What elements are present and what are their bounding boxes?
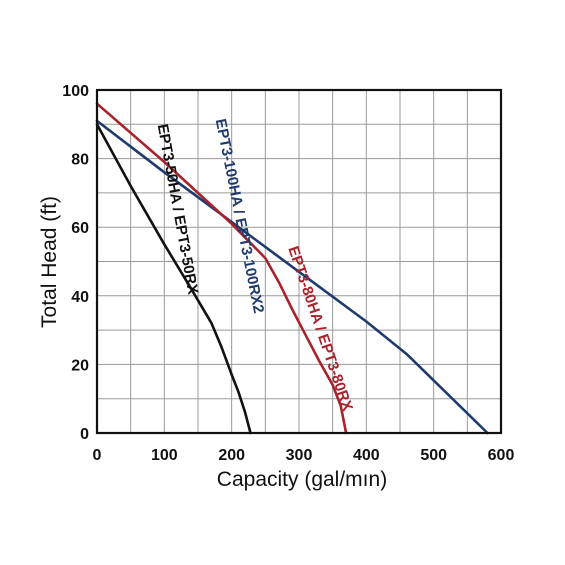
series-label-3: EPT3-50HA / EPT3-50RX: [154, 123, 202, 296]
x-tick-labels: 0 100 200 300 400 500 600: [93, 447, 515, 464]
y-tick-label: 40: [71, 289, 89, 306]
plot-frame: [95, 88, 503, 435]
curves: [95, 102, 489, 435]
x-tick-label: 0: [93, 447, 102, 464]
y-tick-label: 80: [71, 152, 89, 169]
series-line-2: [95, 102, 348, 435]
y-tick-label: 60: [71, 220, 89, 237]
y-tick-label: 0: [80, 426, 89, 443]
y-tick-labels: 0 20 40 60 80 100: [62, 83, 89, 443]
series-line-3: [95, 123, 252, 435]
series-line-1: [95, 119, 489, 435]
y-tick-label: 100: [62, 83, 89, 100]
series-label-2: EPT3-80HA / EPT3-80RX: [284, 244, 356, 413]
x-tick-label: 600: [488, 447, 515, 464]
x-tick-label: 100: [151, 447, 178, 464]
x-tick-label: 400: [353, 447, 380, 464]
x-axis-title: Capacity (gal/mın): [217, 468, 387, 491]
x-tick-label: 200: [218, 447, 245, 464]
x-tick-label: 500: [420, 447, 447, 464]
y-axis-title: Total Head (ft): [38, 196, 61, 328]
y-tick-label: 20: [71, 357, 89, 374]
curve-labels: EPT3-100HA / EPT3-100RX2 EPT3-80HA / EPT3…: [154, 117, 356, 413]
x-tick-label: 300: [286, 447, 313, 464]
grid: [97, 90, 501, 433]
series-label-1: EPT3-100HA / EPT3-100RX2: [212, 117, 267, 314]
